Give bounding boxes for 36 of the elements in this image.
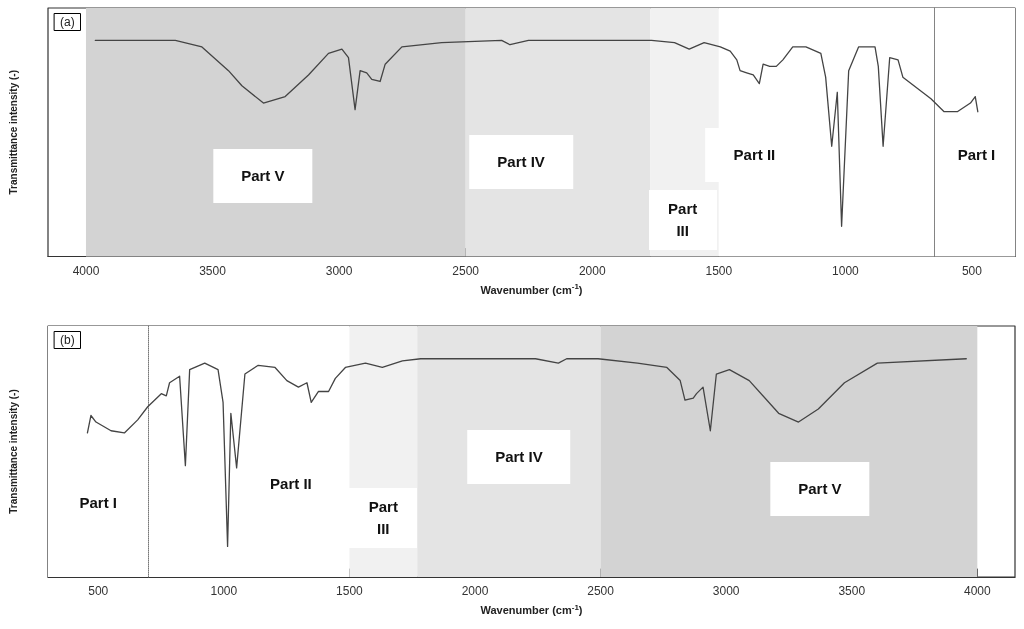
x-tick-label: 4000 — [963, 584, 991, 598]
x-tick-label: 1500 — [705, 263, 733, 278]
band-label: Part I — [79, 493, 117, 511]
x-tick-label: 3000 — [325, 263, 353, 278]
band-label: Part III — [368, 497, 398, 537]
x-tick-label: 3500 — [199, 263, 227, 278]
band-label: Part IV — [497, 153, 545, 170]
x-tick-label: 1000 — [210, 584, 238, 598]
chart-title: (b) — [60, 333, 75, 347]
label-box: Part V — [770, 461, 870, 516]
band-label: Part II — [733, 146, 776, 163]
x-tick-label: 2000 — [578, 263, 606, 278]
band-label: Part I — [957, 146, 996, 163]
band-label: Part III — [668, 200, 698, 239]
x-tick-label: 1000 — [832, 263, 860, 278]
x-tick-label: 1500 — [336, 584, 364, 598]
x-tick-label: 500 — [961, 263, 983, 278]
label-box: Part IV — [467, 429, 571, 484]
band-label: Part II — [270, 474, 312, 492]
x-tick-label: 2500 — [452, 263, 480, 278]
x-tick-label: 3500 — [838, 584, 866, 598]
chart-title: (a) — [60, 15, 75, 29]
x-tick-label: 2500 — [587, 584, 615, 598]
x-tick-label: 4000 — [72, 263, 100, 278]
x-tick-label: 500 — [88, 584, 109, 598]
y-axis-title: Transmittance intensity (-) — [7, 389, 19, 514]
label-box: Part III — [648, 190, 717, 250]
x-tick-label: 3000 — [712, 584, 740, 598]
x-tick-label: 2000 — [461, 584, 489, 598]
band-label: Part V — [241, 167, 285, 184]
y-axis-title: Transmittance intensity (-) — [7, 70, 19, 195]
label-box: Part IV — [469, 135, 573, 189]
band-label: Part IV — [495, 447, 543, 465]
label-box: Part III — [349, 487, 418, 548]
label-box: Part V — [213, 149, 313, 203]
band-label: Part V — [798, 479, 842, 497]
